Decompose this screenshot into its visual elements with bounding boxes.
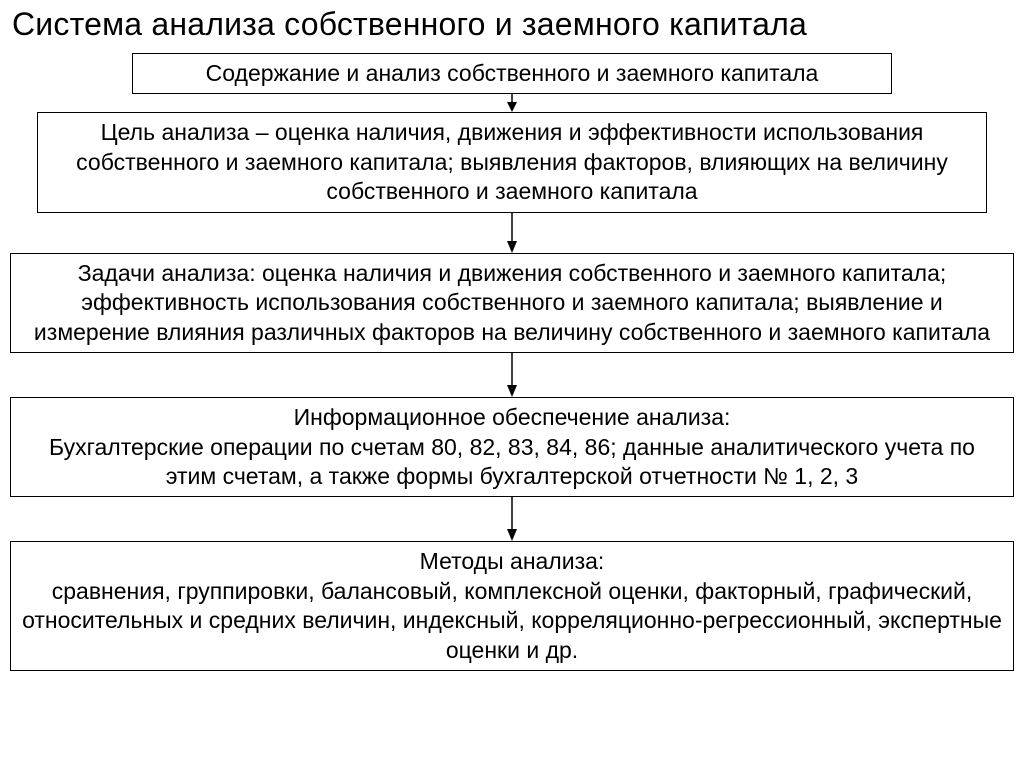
arrow-2 — [8, 213, 1016, 253]
box-tasks: Задачи анализа: оценка наличия и движени… — [10, 253, 1014, 353]
box-content: Содержание и анализ собственного и заемн… — [132, 53, 892, 94]
page-title: Система анализа собственного и заемного … — [8, 6, 1016, 43]
box-goal: Цель анализа – оценка наличия, движения … — [37, 112, 987, 212]
box-info-support: Информационное обеспечение анализа: Бухг… — [10, 397, 1014, 497]
box-info-support-line1: Информационное обеспечение анализа: — [294, 404, 731, 430]
arrow-3 — [8, 353, 1016, 397]
arrow-1 — [8, 94, 1016, 112]
box-info-support-line2: Бухгалтерские операции по счетам 80, 82,… — [49, 434, 975, 489]
box-methods-line2: сравнения, группировки, балансовый, комп… — [22, 578, 1002, 663]
flowchart-root: Система анализа собственного и заемного … — [0, 0, 1024, 671]
arrow-4 — [8, 497, 1016, 541]
box-methods: Методы анализа: сравнения, группировки, … — [10, 541, 1014, 671]
box-methods-line1: Методы анализа: — [420, 548, 605, 574]
